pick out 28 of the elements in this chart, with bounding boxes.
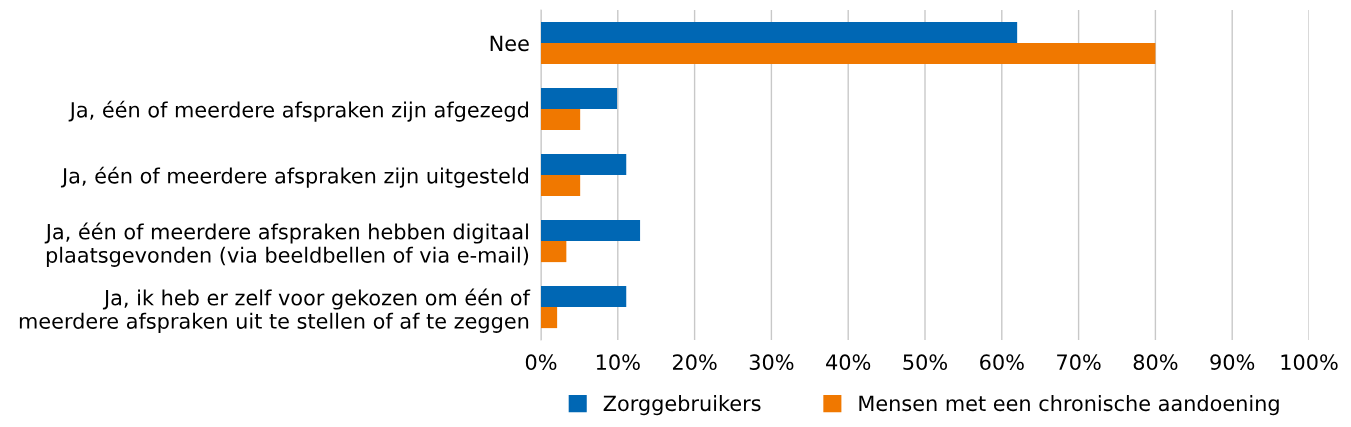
x-tick-label: 50% (903, 354, 947, 371)
x-tick-label: 30% (749, 354, 794, 371)
bar (541, 241, 567, 263)
x-tick-label: 40% (826, 354, 871, 371)
x-tick-label: 80% (1133, 354, 1178, 371)
x-tick-label: 60% (980, 354, 1024, 371)
legend-label: Zorggebruikers (603, 395, 761, 416)
bar (541, 153, 627, 175)
bar (541, 307, 558, 329)
bar (541, 43, 1156, 65)
y-tick-label: Ja, één of meerdere afspraken hebben digitaal plaatsgevonden (via beeldbellen of via e-mail) (44, 222, 529, 267)
x-tick-label: 20% (672, 354, 717, 371)
x-tick-label: 90% (1210, 354, 1255, 371)
bar (541, 109, 581, 131)
y-tick-label: Ja, één of meerdere afspraken zijn uitgesteld (60, 166, 528, 188)
bar (541, 285, 627, 307)
legend-label: Mensen met een chronische aandoening (859, 395, 1279, 416)
bar (541, 87, 618, 109)
x-tick-label: 0% (525, 354, 557, 371)
x-tick-label: 100% (1281, 354, 1338, 371)
x-tick-label: 70% (1057, 354, 1101, 371)
x-tick-label: 10% (596, 354, 640, 371)
y-tick-label: Nee (490, 35, 529, 52)
bar (541, 175, 581, 197)
bar (541, 219, 641, 241)
y-tick-label: Ja, ik heb er zelf voor gekozen om één of meerdere afspraken uit te stellen of af te zeggen (19, 288, 531, 333)
y-tick-label: Ja, één of meerdere afspraken zijn afgezegd (68, 100, 528, 122)
bar (541, 21, 1018, 43)
